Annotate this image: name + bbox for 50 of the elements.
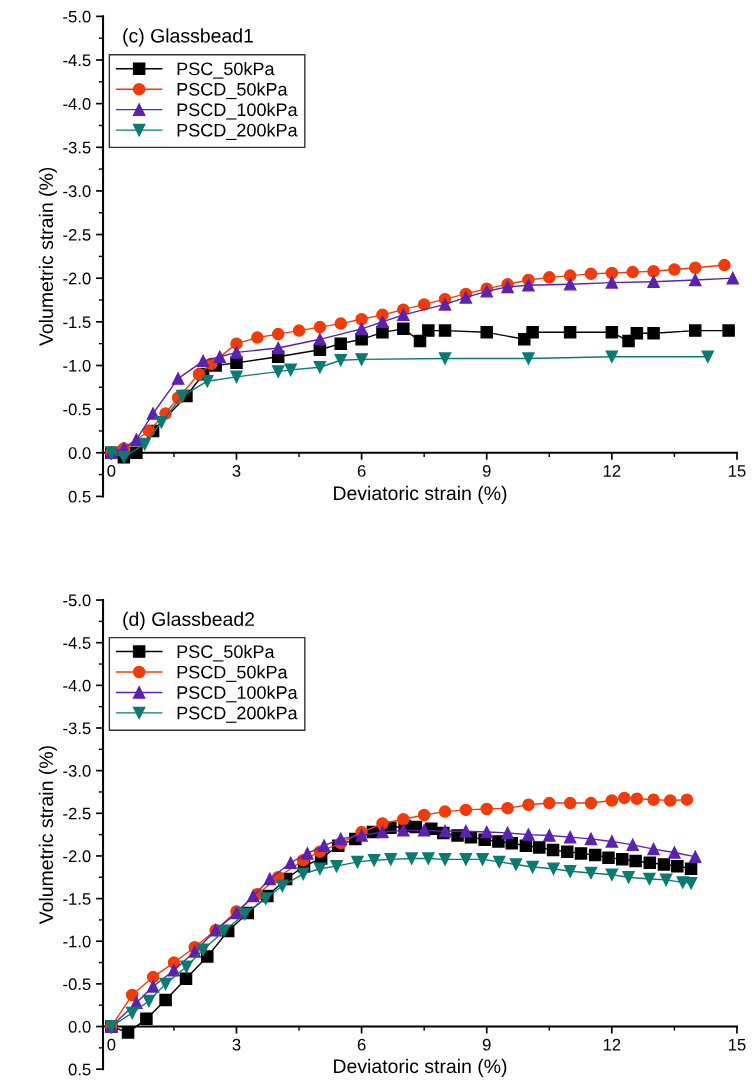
y-axis-title: Volumetric strain (%) (38, 167, 57, 346)
x-tick-label: 6 (357, 465, 366, 477)
x-tick-label: 0 (107, 465, 116, 477)
x-tick-label: 3 (232, 1038, 241, 1051)
x-tick-label: 15 (728, 465, 746, 477)
y-tick-label: -2.0 (63, 272, 91, 285)
y-tick-label: 0.0 (68, 447, 91, 459)
x-tick-label: 12 (603, 465, 621, 477)
y-tick-label: -1.5 (63, 316, 91, 329)
y-tick-label: -5.0 (63, 594, 91, 607)
y-tick-label: -2.0 (63, 850, 91, 863)
y-tick-label: -2.5 (63, 228, 91, 241)
y-tick-label: -4.5 (63, 637, 91, 649)
x-tick-label: 3 (232, 465, 241, 477)
text: (c) Glassbead1 (123, 28, 253, 47)
y-tick-label: -0.5 (63, 978, 91, 991)
y-tick-label: -3.0 (63, 765, 91, 777)
y-tick-label: -3.5 (63, 141, 91, 154)
y-tick-label: -1.0 (63, 935, 91, 948)
y-tick-label: -3.0 (63, 185, 91, 198)
y-axis-title: Volumetric strain (%) (38, 746, 57, 925)
legend-label: PSCD_50kPa (177, 665, 288, 682)
y-tick-label: -2.5 (63, 807, 91, 820)
text: (d) Glassbead2 (123, 611, 255, 630)
legend-label: PSCD_50kPa (177, 82, 288, 100)
y-tick-label: -3.5 (63, 722, 91, 735)
y-tick-label: -1.5 (63, 893, 91, 905)
legend-label: PSCD_100kPa (177, 685, 298, 703)
legend-label: PSC_50kPa (177, 61, 275, 79)
y-tick-label: 0.0 (68, 1020, 91, 1033)
y-tick-label: -4.0 (63, 98, 91, 110)
x-axis-title: Deviatoric strain (%) (334, 485, 507, 504)
legend-label: PSCD_100kPa (177, 102, 298, 120)
x-tick-label: 12 (603, 1038, 621, 1051)
y-tick-label: -0.5 (63, 403, 91, 416)
x-tick-label: 6 (357, 1038, 366, 1051)
legend-label: PSCD_200kPa (177, 123, 298, 140)
y-tick-label: -5.0 (63, 10, 91, 23)
y-tick-label: -4.0 (63, 679, 91, 692)
x-tick-label: 9 (482, 1038, 491, 1051)
legend-label: PSCD_200kPa (177, 706, 298, 723)
x-tick-label: 9 (482, 465, 491, 477)
y-tick-label: -1.0 (63, 359, 91, 372)
y-tick-label: 0.5 (68, 1063, 91, 1076)
y-tick-label: -4.5 (63, 54, 91, 67)
x-axis-title: Deviatoric strain (%) (334, 1058, 507, 1077)
x-tick-label: 0 (107, 1038, 116, 1051)
legend-label: PSC_50kPa (177, 644, 275, 662)
y-tick-label: 0.5 (68, 490, 91, 503)
x-tick-label: 15 (728, 1038, 746, 1051)
